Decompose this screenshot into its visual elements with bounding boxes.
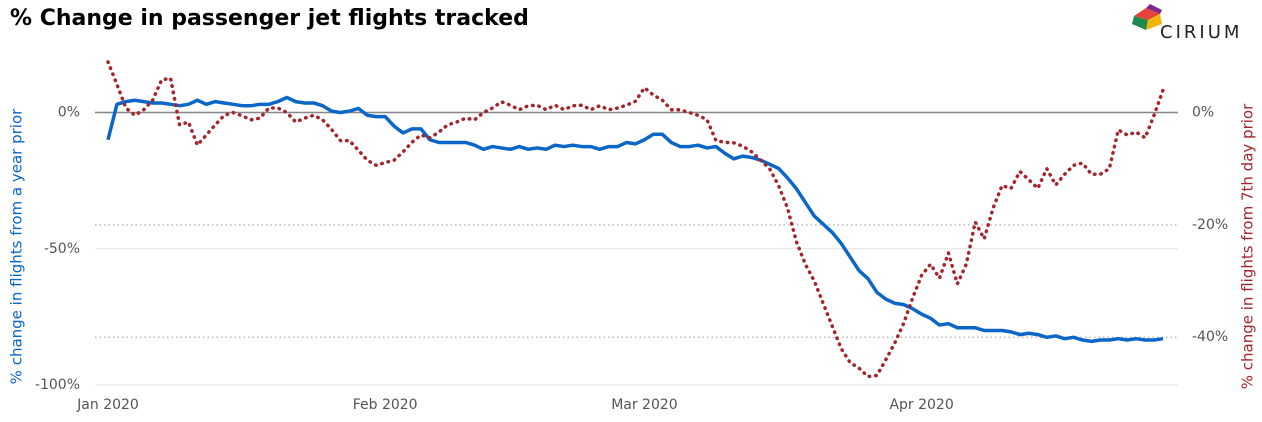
- y-axis-label: % change in flights from a year prior: [8, 108, 26, 384]
- chart-title: % Change in passenger jet flights tracke…: [10, 6, 529, 31]
- logo-shape: [1146, 4, 1162, 14]
- x-tick-label: Feb 2020: [353, 397, 418, 413]
- y2-tick-label: 0%: [1192, 105, 1214, 121]
- series-line: [106, 60, 1165, 379]
- y-tick-label: -50%: [44, 241, 80, 257]
- logo-shape: [1132, 16, 1148, 30]
- logo-text: CIRIUM: [1160, 22, 1242, 43]
- x-tick-label: Jan 2020: [76, 397, 139, 413]
- logo: CIRIUM: [1132, 4, 1242, 43]
- x-tick-label: Apr 2020: [889, 397, 953, 413]
- series-line: [106, 95, 1164, 344]
- y-tick-label: 0%: [58, 105, 80, 121]
- y2-axis-label: % change in flights from 7th day prior: [1239, 103, 1257, 389]
- y2-tick-label: -20%: [1192, 217, 1228, 233]
- logo-shape: [1134, 8, 1160, 20]
- logo-shape: [1146, 14, 1162, 30]
- x-tick-label: Mar 2020: [611, 397, 678, 413]
- y2-tick-label: -40%: [1192, 329, 1228, 345]
- y-tick-label: -100%: [35, 377, 80, 393]
